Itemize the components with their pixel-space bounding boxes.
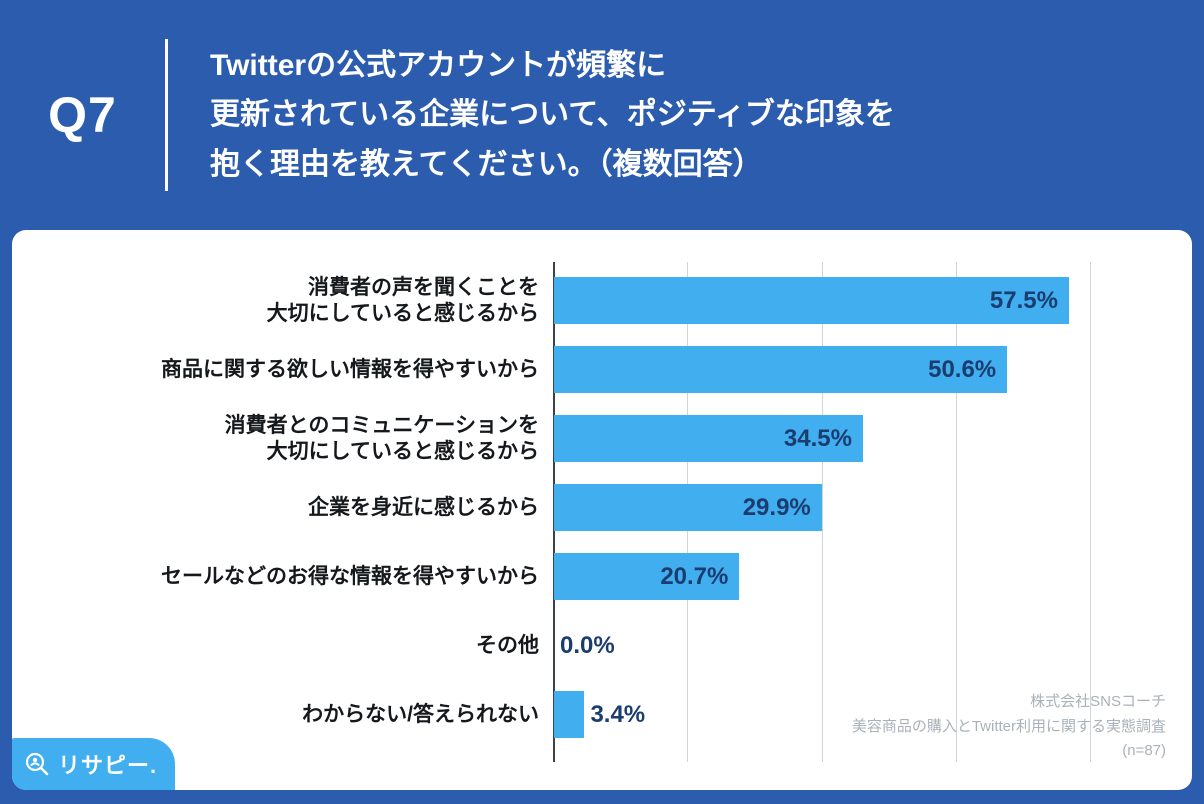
source-note-line: 美容商品の購入とTwitter利用に関する実態調査 <box>851 717 1166 735</box>
chart-card: 消費者の声を聞くことを 大切にしていると感じるから 57.5% 商品に関する欲しい情報… <box>12 230 1192 790</box>
bar-row: セールなどのお得な情報を得やすいから 20.7% <box>40 542 1162 611</box>
value-label: 3.4% <box>590 700 646 728</box>
source-note: 株式会社SNSコーチ美容商品の購入とTwitter利用に関する実態調査 (n=87… <box>852 690 1166 764</box>
bar-row: 消費者とのコミュニケーションを 大切にしていると感じるから 34.5% <box>40 404 1162 473</box>
gridline <box>1090 262 1092 762</box>
logo-text: リサピー. <box>58 753 158 778</box>
bar-track: 20.7% <box>553 553 1162 600</box>
bar-row: わからない/答えられない 3.4% <box>40 680 1162 749</box>
bar-track: 0.0% <box>553 622 1162 669</box>
source-note-line: (n=87) <box>1122 742 1166 760</box>
value-label: 20.7% <box>660 562 729 590</box>
bar-track: 57.5% <box>553 277 1162 324</box>
bar <box>554 346 1008 393</box>
bottom-strip <box>0 790 1204 804</box>
category-label: 商品に関する欲しい情報を得やすいから <box>161 357 539 381</box>
magnifier-icon <box>24 751 50 777</box>
value-label: 34.5% <box>783 424 852 452</box>
header-divider <box>165 39 168 191</box>
risapi-logo: リサピー. <box>12 738 176 790</box>
bar <box>554 553 740 600</box>
category-label: 企業を身近に感じるから <box>308 495 539 519</box>
value-label: 0.0% <box>560 631 615 659</box>
bar-track: 3.4% <box>553 691 1162 738</box>
question-title-line: Twitterの公式アカウントが頻繁に <box>210 48 667 82</box>
bar-track: 29.9% <box>553 484 1162 531</box>
bar-row: その他 0.0% <box>40 611 1162 680</box>
gridline <box>956 262 957 762</box>
source-note-line: 株式会社SNSコーチ <box>1030 692 1166 710</box>
gridline <box>821 262 823 762</box>
bar <box>554 484 822 531</box>
bar <box>554 415 863 462</box>
bar-rows: 消費者の声を聞くことを 大切にしていると感じるから 57.5% 商品に関する欲しい情報… <box>40 266 1162 749</box>
category-label: わからない/答えられない <box>302 702 539 726</box>
value-label: 57.5% <box>989 286 1058 314</box>
question-number: Q7 <box>48 87 117 143</box>
bar <box>554 691 585 738</box>
bar <box>554 277 1069 324</box>
category-label: 消費者とのコミュニケーションを 大切にしていると感じるから <box>224 413 539 463</box>
header: Q7 Twitterの公式アカウントが頻繁に更新されている企業について、ポジティ… <box>0 0 1204 230</box>
question-title: Twitterの公式アカウントが頻繁に更新されている企業について、ポジティブな印… <box>210 41 895 190</box>
bar-chart: 消費者の声を聞くことを 大切にしていると感じるから 57.5% 商品に関する欲しい情報… <box>40 262 1162 762</box>
bar-row: 商品に関する欲しい情報を得やすいから 50.6% <box>40 335 1162 404</box>
bar-track: 50.6% <box>553 346 1162 393</box>
category-label: セールなどのお得な情報を得やすいから <box>161 564 539 588</box>
category-label: 消費者の声を聞くことを 大切にしていると感じるから <box>266 275 539 325</box>
category-label: その他 <box>476 633 539 657</box>
value-label: 29.9% <box>742 493 811 521</box>
bar-row: 消費者の声を聞くことを 大切にしていると感じるから 57.5% <box>40 266 1162 335</box>
question-title-line: 更新されている企業について、ポジティブな印象を <box>210 98 895 132</box>
question-title-line: 抱く理由を教えてください。（複数回答） <box>210 147 763 181</box>
bar-row: 企業を身近に感じるから 29.9% <box>40 473 1162 542</box>
value-label: 50.6% <box>928 355 997 383</box>
bar-track: 34.5% <box>553 415 1162 462</box>
